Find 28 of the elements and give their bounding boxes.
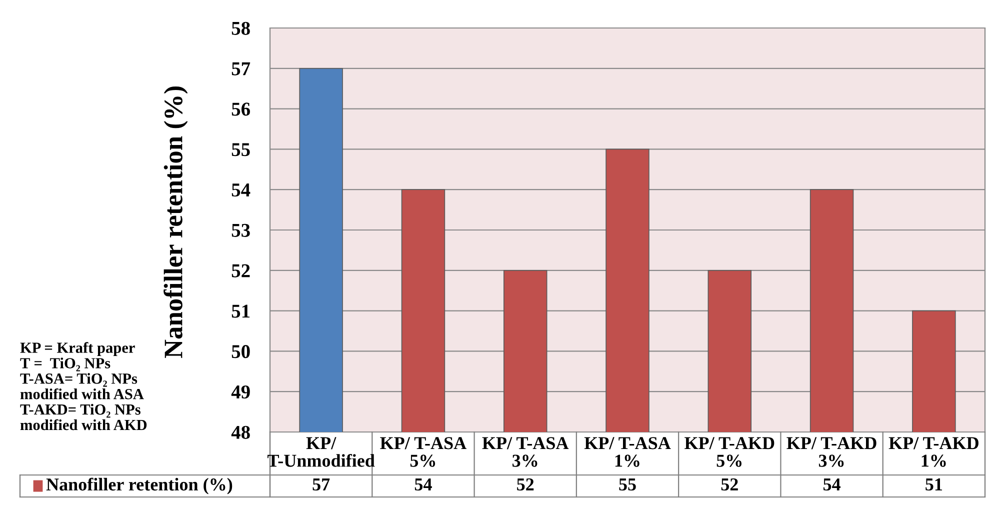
y-tick-label: 54 [232, 184, 250, 197]
data-label: 52 [517, 478, 534, 491]
y-tick-label: 53 [232, 224, 250, 237]
data-label: 55 [619, 478, 636, 491]
x-tick-label: KP/ T-ASA 5% [380, 437, 466, 467]
y-axis-title: Nanofiller retention (%) [164, 86, 188, 358]
y-tick-label: 48 [231, 426, 250, 439]
data-label: 52 [721, 478, 738, 491]
x-tick-label: KP/ T-AKD 1% [888, 437, 978, 467]
data-label: 51 [926, 478, 942, 491]
x-tick-label: KP/ T-AKD 3% [786, 437, 876, 467]
x-tick-label: KP/ T-ASA 1% [584, 437, 671, 467]
text: KP = Kraft paper T = TiO₂ NPs T-ASA= TiO₂ NPs modified with ASA T-AKD= TiO₂ NPs modified with AKD [20, 342, 147, 430]
y-tick-label: 49 [231, 385, 250, 399]
y-tick-label: 52 [232, 264, 250, 278]
y-tick-label: 56 [232, 102, 250, 116]
legend-label: Nanofiller retention (%) [46, 478, 232, 494]
data-label: 57 [312, 478, 330, 491]
y-tick-label: 51 [232, 304, 250, 318]
x-tick-label: KP/ T-Unmodified [268, 437, 375, 467]
y-tick-label: 50 [232, 345, 250, 358]
data-label: 54 [823, 478, 840, 491]
data-label: 54 [414, 478, 432, 491]
x-tick-label: KP/ T-ASA 3% [482, 437, 569, 467]
x-tick-label: KP/ T-AKD 5% [684, 437, 774, 467]
y-tick-label: 58 [232, 22, 250, 35]
y-tick-label: 57 [232, 62, 250, 76]
y-tick-label: 55 [232, 143, 250, 156]
